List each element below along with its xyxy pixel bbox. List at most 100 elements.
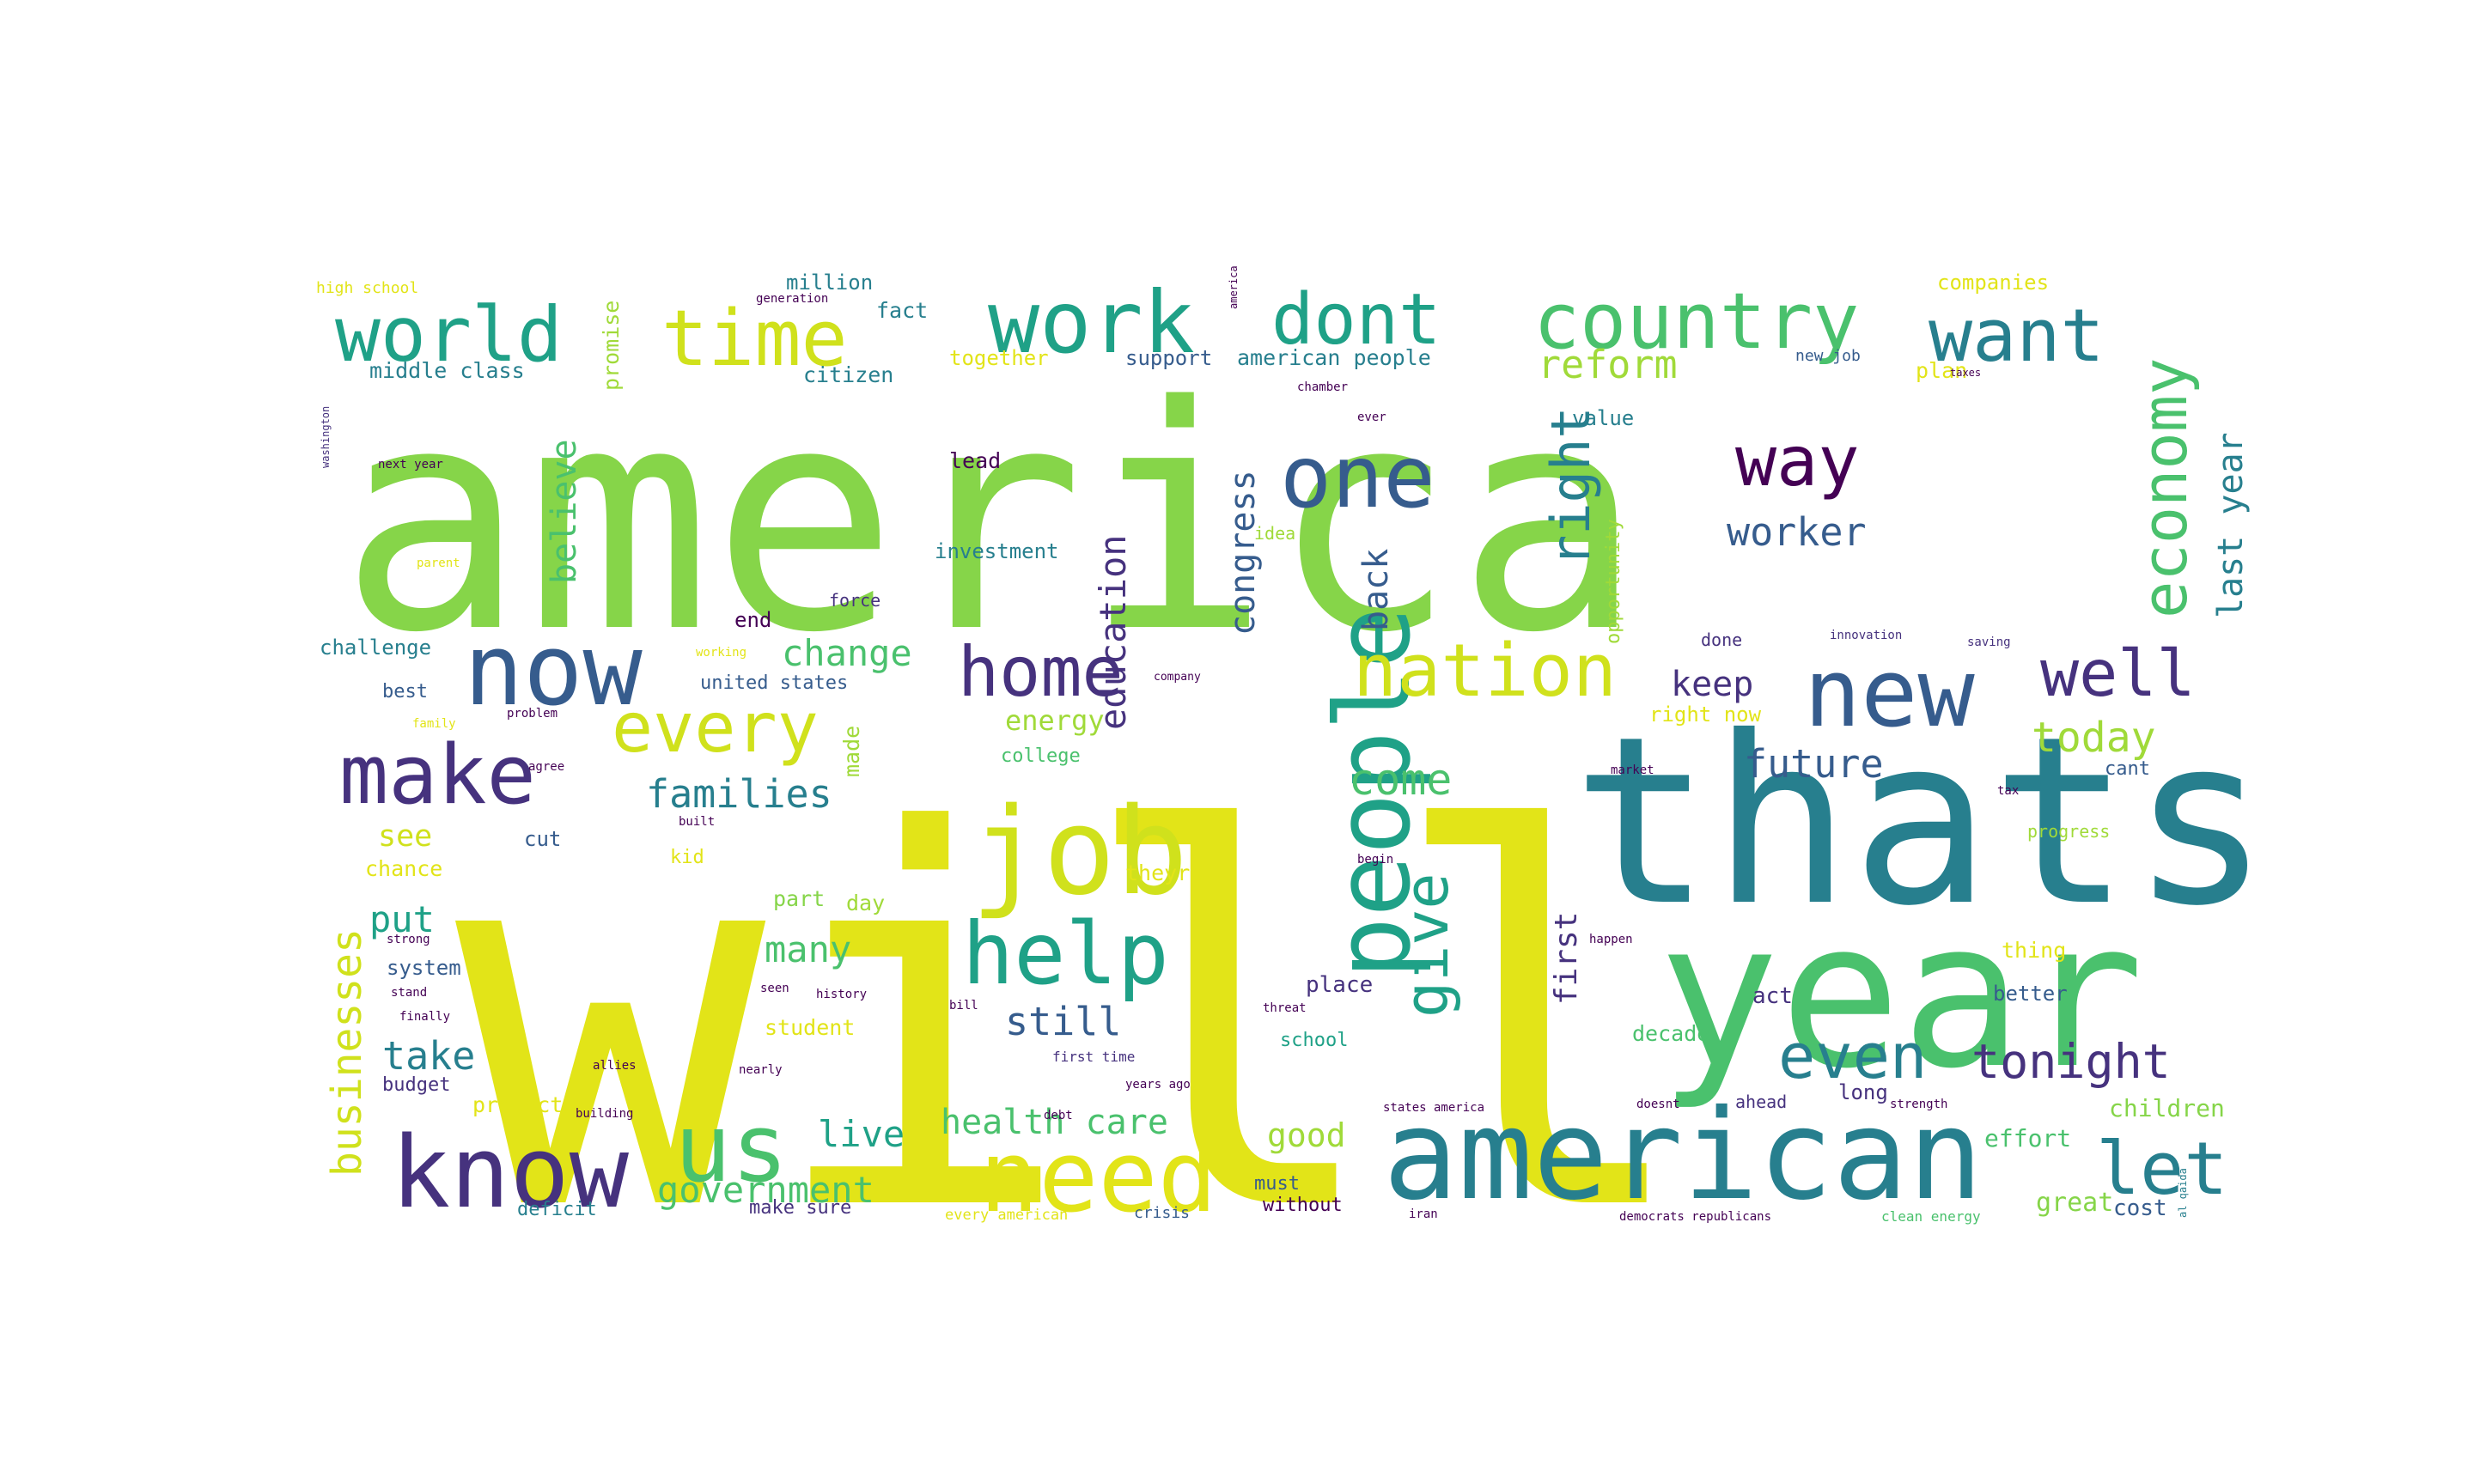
word-generation: generation (756, 292, 828, 306)
word-thing: thing (2002, 938, 2066, 963)
word-promise: promise (599, 301, 624, 391)
word-clean-energy: clean energy (1881, 1208, 1981, 1225)
word-year: year (1658, 879, 2144, 1113)
word-plan: plan (1916, 358, 1967, 383)
word-deficit: deficit (517, 1199, 597, 1220)
word-help: help (962, 903, 1169, 1004)
word-force: force (829, 590, 881, 611)
word-united-states: united states (700, 672, 848, 694)
word-theyre: theyre (1125, 861, 1203, 885)
word-chamber: chamber (1297, 380, 1348, 394)
word-company: company (1154, 671, 1201, 684)
word-middle-class: middle class (369, 358, 525, 383)
word-work: work (988, 272, 1195, 373)
word-democrats-republicans: democrats republicans (1619, 1210, 1771, 1224)
word-cant: cant (2105, 758, 2150, 780)
word-budget: budget (382, 1074, 450, 1096)
word-end: end (734, 608, 771, 632)
word-iran: iran (1409, 1207, 1438, 1221)
word-debt: debt (1044, 1109, 1073, 1122)
word-world: world (335, 290, 563, 379)
word-still: still (1005, 999, 1121, 1044)
word-washington: washington (320, 406, 332, 468)
word-parent: parent (417, 556, 460, 570)
word-innovation: innovation (1830, 629, 1902, 642)
word-allies: allies (593, 1059, 637, 1073)
word-built: built (679, 815, 715, 829)
word-us: us (674, 1093, 788, 1203)
word-value: value (1572, 406, 1634, 430)
word-threat: threat (1263, 1001, 1307, 1015)
word-give: give (1392, 873, 1462, 1018)
word-market: market (1611, 763, 1654, 777)
word-student: student (765, 1015, 855, 1040)
word-group: americawillthatsyearamericanpeoplejobkno… (316, 265, 2270, 1324)
word-idea: idea (1254, 523, 1295, 544)
word-congress: congress (1223, 470, 1263, 636)
word-tonight: tonight (1971, 1034, 2171, 1089)
word-without: without (1263, 1195, 1343, 1216)
word-america: america (1228, 265, 1240, 309)
word-part: part (773, 886, 825, 911)
word-opportunity: opportunity (1603, 519, 1624, 644)
word-years-ago: years ago (1125, 1078, 1191, 1092)
word-cut: cut (524, 827, 561, 851)
word-health-care: health care (941, 1103, 1168, 1142)
word-families: families (646, 771, 832, 817)
word-take: take (382, 1033, 475, 1079)
word-time: time (661, 294, 848, 384)
word-building: building (576, 1107, 633, 1121)
word-american-people: american people (1237, 345, 1431, 370)
word-american: american (1383, 1083, 1983, 1228)
word-first-time: first time (1052, 1049, 1135, 1065)
word-problem: problem (507, 707, 558, 721)
word-children: children (2109, 1094, 2225, 1122)
word-way: way (1735, 422, 1860, 502)
word-long: long (1838, 1080, 1888, 1104)
word-believe: believe (545, 439, 584, 584)
word-keep: keep (1671, 665, 1753, 704)
word-back: back (1356, 549, 1396, 631)
word-better: better (1993, 982, 2068, 1006)
word-million: million (786, 271, 873, 295)
word-best: best (382, 681, 428, 702)
word-lead: lead (949, 448, 1001, 473)
word-make-sure: make sure (749, 1197, 851, 1219)
word-high-school: high school (316, 279, 418, 297)
word-right-now: right now (1649, 702, 1762, 727)
word-last-year: last year (2211, 432, 2251, 618)
word-al-qaida: al qaida (2177, 1168, 2189, 1218)
word-job: job (971, 782, 1188, 922)
word-citizen: citizen (803, 362, 893, 387)
word-effort: effort (1984, 1124, 2071, 1153)
word-taxes: taxes (1950, 367, 1981, 379)
word-ever: ever (1357, 411, 1386, 424)
word-home: home (958, 632, 1124, 712)
word-future: future (1744, 741, 1884, 787)
word-people: people (1314, 607, 1434, 979)
word-know: know (391, 1116, 630, 1231)
word-seen: seen (760, 982, 789, 995)
word-many: many (765, 928, 851, 970)
word-economy: economy (2129, 358, 2201, 618)
word-challenge: challenge (320, 636, 431, 660)
word-done: done (1701, 629, 1742, 650)
word-energy: energy (1005, 704, 1105, 737)
word-bill: bill (949, 999, 978, 1013)
word-next-year: next year (378, 458, 443, 471)
word-thats: thats (1572, 686, 2270, 957)
word-reform: reform (1538, 342, 1678, 387)
word-together: together (949, 346, 1049, 370)
word-protect: protect (472, 1092, 563, 1117)
word-day: day (846, 891, 885, 915)
word-change: change (782, 632, 912, 674)
word-worker: worker (1727, 509, 1867, 555)
word-doesnt: doesnt (1636, 1098, 1680, 1111)
word-working: working (696, 646, 746, 660)
word-states-america: states america (1383, 1101, 1484, 1115)
word-happen: happen (1589, 933, 1633, 946)
word-businesses: businesses (323, 928, 371, 1177)
word-strong: strong (387, 933, 430, 946)
word-make: make (339, 728, 536, 823)
